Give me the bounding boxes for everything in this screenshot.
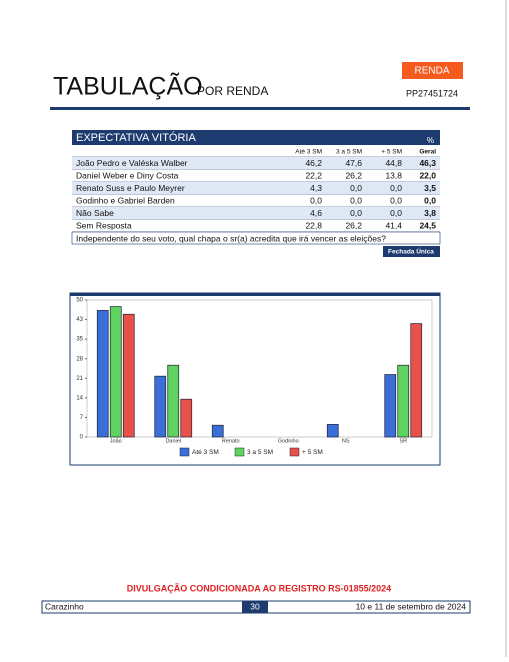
x-tick-label: SR <box>399 438 407 444</box>
y-tick-label: 28 <box>76 356 83 362</box>
x-tick-label: Renato <box>222 438 240 444</box>
code: PP27451724 <box>406 88 458 98</box>
cell: 0,0 <box>424 195 436 205</box>
cell: 46,3 <box>419 158 436 168</box>
x-tick-label: Daniel <box>165 438 181 444</box>
bar <box>167 364 180 438</box>
bar <box>154 375 167 438</box>
cell: 0,0 <box>350 208 362 218</box>
y-tick-label: 7 <box>80 415 84 421</box>
page-number: 30 <box>250 601 260 611</box>
row-label: Sem Resposta <box>76 220 132 230</box>
chart: 0 7 14 21 28 35 43 50 João Daniel Renato Godinho NS S… <box>76 298 433 457</box>
table: Até 3 SM 3 a 5 SM + 5 SM Geral João Pedro e … <box>72 149 440 233</box>
row-bg <box>72 219 440 232</box>
row-label: João Pedro e Valéska Walber <box>76 158 188 168</box>
row-bg <box>72 194 440 207</box>
column-header: 3 a 5 SM <box>336 149 362 156</box>
column-header: Geral <box>419 149 436 156</box>
bar <box>180 398 193 438</box>
city: Carazinho <box>45 601 84 611</box>
cell: 3,5 <box>424 183 436 193</box>
title: TABULAÇÃO <box>53 72 203 101</box>
row-label: Renato Suss e Paulo Meyrer <box>76 183 185 193</box>
notice: DIVULGAÇÃO CONDICIONADA AO REGISTRO RS-0… <box>127 583 391 593</box>
cell: 22,0 <box>419 170 436 180</box>
legend-swatch <box>234 447 245 457</box>
subtitle: POR RENDA <box>197 84 268 98</box>
row-label: Não Sabe <box>76 208 114 218</box>
date: 10 e 11 de setembro de 2024 <box>356 601 467 611</box>
x-tick-label: Godinho <box>278 438 299 444</box>
bar <box>109 306 122 438</box>
chart-top <box>70 293 440 296</box>
y-tick-label: 43 <box>76 317 83 323</box>
row-bg <box>72 157 440 170</box>
question-box <box>71 231 441 245</box>
cell: 47,6 <box>345 158 362 168</box>
cell: 26,2 <box>345 170 362 180</box>
cell: 26,2 <box>345 220 362 230</box>
legend-swatch <box>179 447 190 457</box>
cell: 22,2 <box>305 170 322 180</box>
row-bg <box>72 169 440 182</box>
table-title: EXPECTATIVA VITÓRIA <box>76 131 196 144</box>
y-tick-label: 21 <box>76 376 83 382</box>
cell: 46,2 <box>305 158 322 168</box>
bar <box>326 424 339 438</box>
question: Independente do seu voto, qual chapa o s… <box>76 233 386 243</box>
legend-label: 3 a 5 SM <box>247 449 273 456</box>
bar <box>397 364 410 438</box>
x-tick-label: NS <box>342 438 350 444</box>
x-tick-label: João <box>110 438 122 444</box>
bar <box>384 374 397 438</box>
row-label: Godinho e Gabriel Barden <box>76 195 175 205</box>
row-bg <box>72 182 440 195</box>
row-bg <box>72 207 440 220</box>
column-header: Até 3 SM <box>295 149 322 156</box>
y-tick-label: 50 <box>76 298 83 304</box>
legend-label: + 5 SM <box>302 449 323 456</box>
tag: RENDA <box>414 66 449 77</box>
y-tick-label: 14 <box>76 395 83 401</box>
cell: 41,4 <box>385 220 402 230</box>
legend-swatch <box>289 447 300 457</box>
page-box <box>242 601 268 613</box>
legend-label: Até 3 SM <box>192 449 219 456</box>
y-tick-label: 0 <box>80 435 84 441</box>
cell: 4,3 <box>310 183 322 193</box>
y-tick-label: 35 <box>76 337 83 343</box>
plot-area <box>86 299 433 438</box>
cell: 13,8 <box>385 170 402 180</box>
table-header <box>72 130 440 145</box>
cell: 0,0 <box>350 195 362 205</box>
cell: 0,0 <box>310 195 322 205</box>
row-label: Daniel Weber e Diny Costa <box>76 170 179 180</box>
cell: 0,0 <box>390 183 402 193</box>
cell: 4,6 <box>310 208 322 218</box>
note: Fechada Única <box>388 247 434 256</box>
cell: 24,5 <box>419 220 436 230</box>
bar <box>410 323 423 438</box>
cell: 44,8 <box>385 158 402 168</box>
cell: 0,0 <box>350 183 362 193</box>
bar <box>211 424 224 438</box>
cell: 22,8 <box>305 220 322 230</box>
cell: 0,0 <box>390 195 402 205</box>
column-header: + 5 SM <box>381 149 402 156</box>
cell: 0,0 <box>390 208 402 218</box>
cell: 3,8 <box>424 208 436 218</box>
note-box <box>383 246 440 257</box>
unit: % <box>427 136 434 145</box>
bar <box>96 310 109 438</box>
bar <box>122 313 135 438</box>
tag-box <box>402 62 463 79</box>
header-rule <box>50 107 470 110</box>
